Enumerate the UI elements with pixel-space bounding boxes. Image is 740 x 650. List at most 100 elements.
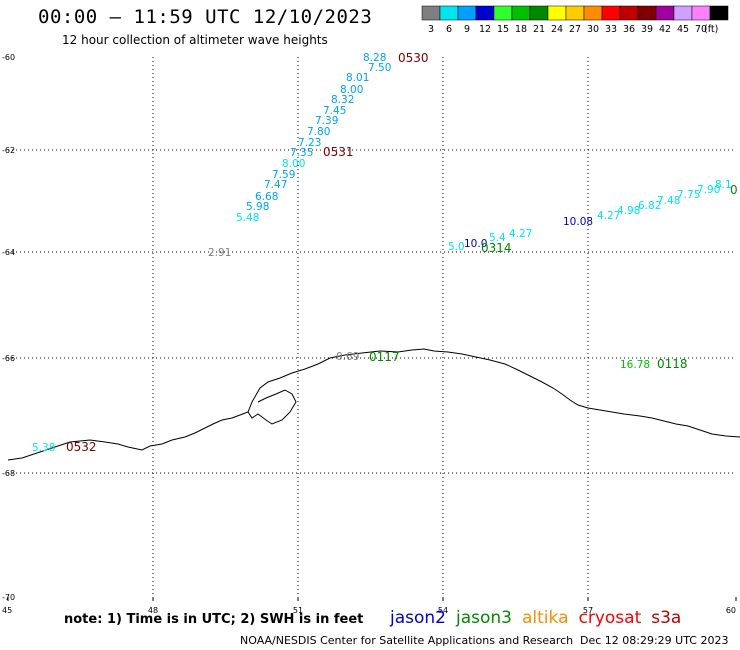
- swh-value-label: 8.1: [715, 179, 732, 191]
- legend-jason3: jason3: [456, 608, 512, 628]
- colorbar-swatch: [691, 5, 711, 21]
- map-title: 00:00 – 11:59 UTC 12/10/2023: [38, 6, 373, 28]
- swh-value-label: 0.69: [336, 351, 359, 363]
- pass-time-label: 0530: [398, 51, 429, 65]
- colorbar-swatch: [583, 5, 603, 21]
- legend-jason2: jason2: [390, 608, 446, 628]
- legend-s3a: s3a: [651, 608, 682, 628]
- lat-tick-label: -64: [2, 248, 15, 257]
- credit-line: NOAA/NESDIS Center for Satellite Applica…: [240, 634, 574, 647]
- colorbar-swatch: [601, 5, 621, 21]
- coastline: [7, 348, 740, 461]
- colorbar-tick-label: 15: [497, 24, 509, 35]
- colorbar-swatch: [655, 5, 675, 21]
- swh-value-label: 10.08: [563, 216, 593, 228]
- lat-tick-label: -60: [2, 53, 15, 62]
- colorbar-unit: (ft): [704, 24, 718, 35]
- colorbar-swatch: [673, 5, 693, 21]
- colorbar-tick-label: 9: [464, 24, 470, 35]
- colorbar-tick-label: 39: [641, 24, 653, 35]
- swh-value-label: 7.47: [264, 179, 287, 191]
- swh-labels: 8.287.508.018.008.327.457.397.807.237.35…: [32, 51, 738, 454]
- colorbar-tick-label: 33: [605, 24, 617, 35]
- swh-value-label: 4.27: [509, 228, 532, 240]
- swh-value-label: 7.50: [368, 62, 391, 74]
- swh-value-label: 7.75: [677, 189, 700, 201]
- lat-tick-label: -70: [2, 593, 15, 602]
- lon-tick-label: 48: [148, 606, 158, 615]
- swh-value-label: 8.01: [346, 72, 369, 84]
- swh-value-label: 8.28: [363, 52, 386, 64]
- swh-value-label: 2.91: [208, 247, 231, 259]
- colorbar-tick-label: 70: [695, 24, 707, 35]
- datestamp: Dec 12 08:29:29 UTC 2023: [580, 634, 729, 647]
- pass-time-label: 0: [730, 183, 738, 197]
- swh-value-label: 5.48: [236, 212, 259, 224]
- pass-time-label: 0118: [657, 357, 688, 371]
- lat-tick-label: -66: [2, 354, 15, 363]
- colorbar-tick-label: 42: [659, 24, 671, 35]
- lon-tick-label: 45: [2, 606, 12, 615]
- colorbar-swatch: [493, 5, 513, 21]
- graticule: 45 48 51 54 57 60 -60 -62 -64 -66 -68 -70: [2, 53, 736, 615]
- map-subtitle: 12 hour collection of altimeter wave hei…: [62, 33, 328, 47]
- swh-value-label: 5.4: [489, 232, 506, 244]
- lat-tick-label: -68: [2, 469, 15, 478]
- colorbar-tick-label: 30: [587, 24, 599, 35]
- swh-value-label: 7.23: [298, 137, 321, 149]
- colorbar: 3 6 9 12 15 18 21 24 27 30 33 36 39 42 45 70(ft): [421, 5, 729, 35]
- swh-value-label: 5.38: [32, 442, 55, 454]
- colorbar-swatch: [529, 5, 549, 21]
- lat-tick-label: -62: [2, 146, 15, 155]
- colorbar-swatch: [457, 5, 477, 21]
- colorbar-swatch: [511, 5, 531, 21]
- pass-time-label: 0531: [323, 145, 354, 159]
- swh-value-label: 7.39: [315, 115, 338, 127]
- swh-value-label: 7.90: [697, 184, 720, 196]
- colorbar-tick-label: 36: [623, 24, 635, 35]
- colorbar-swatch: [475, 5, 495, 21]
- colorbar-tick-label: 3: [428, 24, 434, 35]
- swh-value-label: 7.35: [290, 147, 313, 159]
- swh-value-label: 8.00: [340, 84, 363, 96]
- colorbar-tick-label: 6: [446, 24, 452, 35]
- swh-value-label: 7.59: [272, 169, 295, 181]
- colorbar-tick-label: 24: [551, 24, 563, 35]
- lon-tick-label: 57: [583, 606, 593, 615]
- map-frame: [7, 597, 737, 601]
- colorbar-swatch: [565, 5, 585, 21]
- footnote: note: 1) Time is in UTC; 2) SWH is in fe…: [64, 612, 364, 627]
- swh-value-label: 7.80: [307, 126, 330, 138]
- legend-cryosat: cryosat: [578, 608, 642, 628]
- colorbar-swatch: [709, 5, 729, 21]
- pass-time-label: 0117: [369, 350, 400, 364]
- swh-value-label: 10.0: [464, 238, 487, 250]
- colorbar-tick-label: 18: [515, 24, 527, 35]
- swh-value-label: 8.00: [282, 158, 305, 170]
- colorbar-swatch: [421, 5, 441, 21]
- pass-time-label: 0314: [481, 241, 512, 255]
- lon-tick-label: 54: [438, 606, 448, 615]
- lon-tick-label: 51: [293, 606, 303, 615]
- satellite-legend: jason2 jason3 altika cryosat s3a: [390, 608, 691, 628]
- colorbar-tick-label: 12: [479, 24, 491, 35]
- swh-value-label: 7.48: [657, 195, 680, 207]
- colorbar-tick-label: 45: [677, 24, 689, 35]
- swh-value-label: 7.45: [323, 105, 346, 117]
- lon-tick-label: 60: [726, 606, 736, 615]
- colorbar-swatch: [619, 5, 639, 21]
- colorbar-swatch: [637, 5, 657, 21]
- swh-value-label: 4.98: [617, 205, 640, 217]
- pass-time-label: 0532: [66, 440, 97, 454]
- colorbar-swatch: [439, 5, 459, 21]
- swh-value-label: 8.32: [331, 94, 354, 106]
- swh-value-label: 16.78: [620, 359, 650, 371]
- swh-value-label: 5.98: [246, 201, 269, 213]
- colorbar-swatch: [547, 5, 567, 21]
- swh-value-label: 6.82: [638, 200, 661, 212]
- legend-altika: altika: [522, 608, 569, 628]
- swh-value-label: 4.27: [597, 210, 620, 222]
- swh-value-label: 5.0: [448, 241, 465, 253]
- coastline-detail: [247, 389, 297, 425]
